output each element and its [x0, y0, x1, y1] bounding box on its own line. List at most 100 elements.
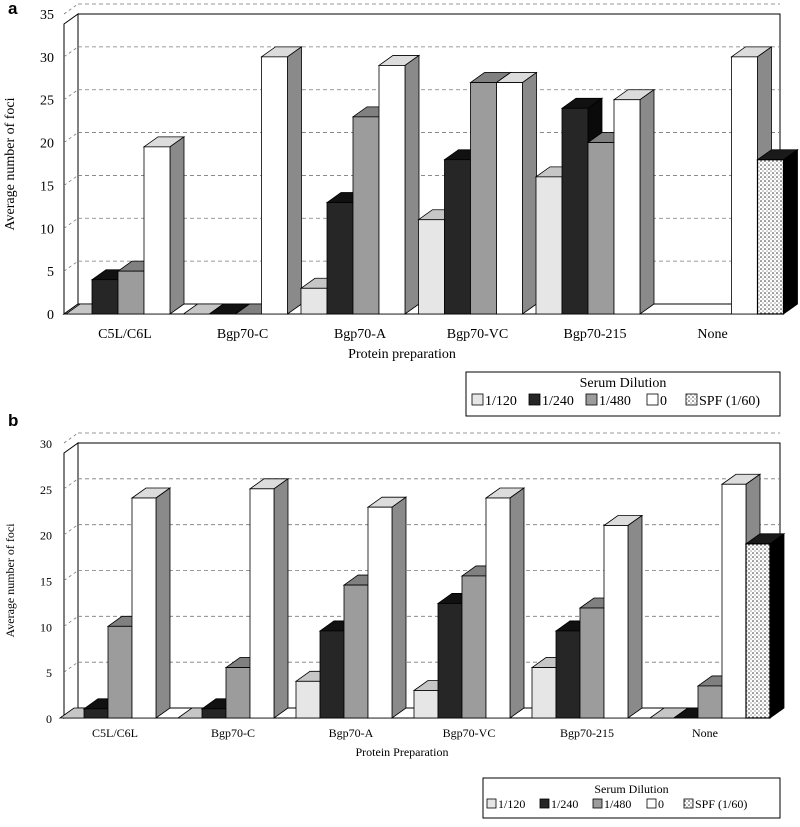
- bar-side: [391, 496, 407, 719]
- chart-panel-a: a 0 5 10 15 20 25 30 35 Average number of foci C5L…: [3, 0, 799, 417]
- bar-side: [287, 46, 302, 315]
- y-tick-label: 15: [40, 575, 52, 589]
- bar-0: [602, 514, 644, 719]
- x-tick-label: Bgp70-A: [329, 726, 374, 740]
- y-tick-label: 20: [40, 137, 54, 152]
- legend-label: SPF (1/60): [699, 394, 760, 409]
- bar-0: [495, 71, 538, 315]
- bar-front: [319, 630, 345, 719]
- x-tick-label: Bgp70-215: [560, 726, 614, 740]
- legend-label: 1/240: [542, 394, 574, 409]
- x-tick-label: C5L/C6L: [98, 327, 152, 342]
- bar-front: [531, 667, 557, 719]
- gridline-side: [63, 260, 79, 272]
- bar-front: [201, 708, 227, 719]
- legend-box: [465, 371, 781, 417]
- bar-front: [756, 159, 785, 315]
- bar-front: [461, 575, 487, 719]
- back-wall: [77, 442, 781, 709]
- bar-side: [404, 54, 420, 315]
- y-tick-label: 10: [40, 222, 54, 237]
- bar-side: [155, 487, 171, 719]
- side-wall: [63, 13, 79, 315]
- bar-0: [260, 46, 303, 315]
- bar-side: [639, 88, 655, 315]
- gridline-side: [63, 478, 79, 490]
- bar-front: [300, 287, 328, 315]
- bar-front: [535, 176, 563, 315]
- bar-front: [721, 483, 747, 719]
- x-tick-label: None: [697, 327, 727, 342]
- gridline-side: [63, 89, 79, 101]
- bar-front: [83, 708, 109, 719]
- legend-title: Serum Dilution: [580, 376, 667, 391]
- legend-swatch: [539, 798, 550, 809]
- bar-front: [261, 56, 288, 315]
- bar-0: [142, 136, 186, 315]
- bar-front: [107, 625, 133, 719]
- gridline-side: [63, 432, 79, 444]
- gridline-side: [63, 3, 79, 15]
- bar-0: [366, 496, 408, 719]
- bar-0: [377, 54, 421, 315]
- legend-label: 1/240: [551, 797, 578, 811]
- gridline-side: [63, 570, 79, 581]
- x-axis-label: Protein preparation: [348, 347, 456, 362]
- bar-0: [612, 88, 656, 315]
- bar-side: [169, 136, 185, 315]
- bar-front: [378, 65, 406, 315]
- legend-swatch: [646, 393, 659, 406]
- legend-title: Serum Dilution: [594, 782, 668, 796]
- bar-front: [343, 584, 369, 719]
- bar-front: [437, 603, 463, 719]
- bar-0: [130, 487, 172, 719]
- y-tick-label: 0: [46, 712, 52, 726]
- legend-label: 0: [658, 797, 664, 811]
- bar-spf-1-60-: [756, 148, 799, 315]
- bar-front: [485, 497, 511, 719]
- bar-front: [418, 219, 445, 315]
- bar-front: [579, 607, 605, 719]
- bar-side: [273, 478, 289, 719]
- x-tick-label: Bgp70-215: [564, 327, 627, 342]
- x-tick-label: Bgp70-C: [211, 726, 255, 740]
- bar-front: [731, 56, 758, 315]
- chart-panel-b: b 0 5 10 15 20 25 30 Average number of foci C5L/C…: [3, 411, 786, 819]
- gridline-side: [63, 616, 79, 627]
- y-tick-label: 30: [40, 437, 52, 451]
- y-tick-label: 25: [40, 483, 52, 497]
- x-tick-label: Bgp70-VC: [443, 726, 496, 740]
- x-tick-label: C5L/C6L: [92, 726, 138, 740]
- y-axis-label: Average number of foci: [3, 523, 17, 638]
- legend-label: 1/120: [498, 797, 525, 811]
- bar-front: [326, 202, 354, 315]
- y-tick-label: 35: [40, 8, 54, 23]
- legend-label: 1/480: [599, 394, 631, 409]
- legend-swatch: [486, 798, 497, 809]
- bar-front: [413, 690, 439, 719]
- bar-front: [603, 525, 629, 719]
- bar-front: [225, 667, 251, 719]
- bar-front: [295, 680, 321, 719]
- y-tick-label: 25: [40, 94, 54, 109]
- y-tick-label: 20: [40, 529, 52, 543]
- bar-front: [444, 159, 471, 315]
- y-axis-label: Average number of foci: [3, 97, 18, 230]
- x-axis-label: Protein Preparation: [356, 745, 449, 759]
- panel-letter: a: [8, 0, 18, 18]
- y-tick-label: 10: [40, 620, 52, 634]
- x-tick-label: None: [692, 726, 718, 740]
- y-tick-label: 5: [47, 265, 54, 280]
- gridline-side: [63, 132, 79, 143]
- y-tick-label: 5: [46, 666, 52, 680]
- legend-swatch: [592, 798, 603, 809]
- bar-side: [627, 514, 643, 719]
- bar-0: [484, 487, 526, 719]
- bar-side: [522, 71, 537, 315]
- legend-label: 1/120: [485, 394, 517, 409]
- bar-spf-1-60-: [744, 533, 786, 719]
- bar-front: [555, 630, 581, 719]
- x-tick-label: Bgp70-C: [217, 327, 268, 342]
- panel-letter: b: [8, 411, 18, 430]
